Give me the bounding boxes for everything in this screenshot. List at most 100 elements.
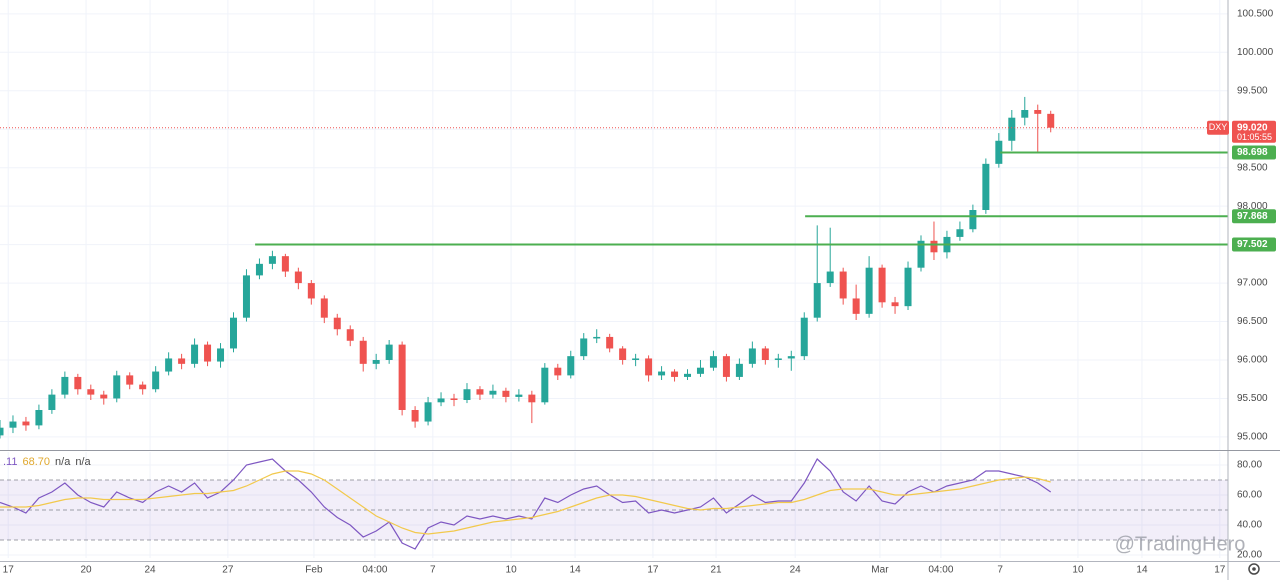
x-tick-label: 04:00 <box>362 565 387 576</box>
y-tick-label: 98.000 <box>1237 201 1268 212</box>
y-tick-label: 96.000 <box>1237 355 1268 366</box>
candle-body <box>307 283 315 299</box>
candle-body <box>969 210 977 230</box>
level-label-box <box>1232 237 1276 252</box>
y-tick-label: 95.500 <box>1237 393 1268 404</box>
level-label: 98.698 <box>1237 147 1268 158</box>
candle-body <box>229 317 237 349</box>
watermark: @TradingHero <box>1115 533 1246 555</box>
candle-body <box>1047 113 1055 128</box>
candle-body <box>684 373 692 377</box>
candle-body <box>904 267 912 307</box>
candle-body <box>0 427 4 436</box>
candle-body <box>1034 110 1042 114</box>
x-tick-label: 10 <box>1072 565 1084 576</box>
candle-body <box>554 367 562 376</box>
indicator-value: n/a <box>55 456 71 468</box>
plot <box>0 96 1228 550</box>
candle-body <box>450 398 458 400</box>
x-tick-label: 7 <box>997 565 1003 576</box>
y2-tick-label: 40.00 <box>1237 520 1262 531</box>
candle-body <box>22 421 30 426</box>
candle-body <box>35 410 43 426</box>
last-price-box <box>1232 120 1276 143</box>
candle-body <box>852 298 860 314</box>
y-tick-label: 98.500 <box>1237 162 1268 173</box>
rsi-line <box>0 458 1052 550</box>
level-label: 97.868 <box>1237 211 1268 222</box>
candle-body <box>9 421 17 428</box>
candle-body <box>956 229 964 237</box>
candle-body <box>463 389 471 400</box>
candle-body <box>294 271 302 284</box>
candle-body <box>826 271 834 284</box>
candle-body <box>878 267 886 303</box>
candle-body <box>722 356 730 377</box>
candle-body <box>333 317 341 330</box>
y2-tick-label: 80.00 <box>1237 460 1262 471</box>
level-label-box <box>1232 145 1276 160</box>
candle-body <box>671 371 679 377</box>
symbol-box <box>1207 120 1229 135</box>
settings-button[interactable] <box>1248 563 1260 575</box>
candle-body <box>204 344 212 362</box>
candle-body <box>165 358 173 372</box>
candle-body <box>152 371 160 390</box>
candle-body <box>398 344 406 410</box>
symbol-label: DXY <box>1209 122 1228 132</box>
x-tick-label: 7 <box>430 565 436 576</box>
x-tick-label: 17 <box>1214 565 1226 576</box>
candle-body <box>87 389 95 395</box>
candle-body <box>437 398 445 403</box>
candle-body <box>100 394 108 399</box>
candle-body <box>217 348 225 362</box>
candle-body <box>735 363 743 377</box>
y-tick-label: 99.500 <box>1237 85 1268 96</box>
y-tick-label: 96.500 <box>1237 316 1268 327</box>
candle-body <box>658 371 666 376</box>
x-tick-label: 20 <box>80 565 92 576</box>
candle-body <box>787 356 795 359</box>
candle-body <box>800 317 808 357</box>
gear-center[interactable] <box>1252 567 1256 571</box>
candle-body <box>528 394 536 403</box>
candle-body <box>995 140 1003 164</box>
candle-body <box>320 298 328 318</box>
x-tick-label: 10 <box>506 565 518 576</box>
candle-body <box>385 344 393 360</box>
candle-body <box>48 394 56 410</box>
candle-body <box>1021 110 1029 118</box>
x-tick-label: 21 <box>710 565 722 576</box>
axes: 17 20 24 27 Feb 04:00 7 10 14 17 21 24 Mar 04:00 7 10 14… <box>3 8 1276 576</box>
candle-body <box>476 389 484 395</box>
candle-body <box>645 358 653 376</box>
candle-body <box>593 336 601 339</box>
candle-body <box>696 367 704 374</box>
candle-body <box>502 390 510 397</box>
candle-body <box>891 302 899 307</box>
level-label-box <box>1232 209 1276 224</box>
candle-body <box>178 358 186 364</box>
candle-body <box>372 360 380 364</box>
candle-body <box>606 336 614 349</box>
x-tick-label: 24 <box>790 565 802 576</box>
indicator-value: n/a <box>75 456 91 468</box>
candle-body <box>1008 117 1016 141</box>
y-tick-label: 100.000 <box>1237 47 1274 58</box>
x-tick-label: Mar <box>871 565 889 576</box>
y2-tick-label: 60.00 <box>1237 490 1262 501</box>
x-tick-label: 04:00 <box>928 565 953 576</box>
candle-body <box>126 375 134 385</box>
candle-body <box>632 358 640 360</box>
x-tick-label: 24 <box>144 565 156 576</box>
candle-body <box>74 376 82 390</box>
x-tick-label: 27 <box>222 565 234 576</box>
gear-icon[interactable] <box>1248 563 1260 575</box>
last-price-label: 99.020 <box>1237 122 1268 133</box>
y-tick-label: 100.500 <box>1237 8 1274 19</box>
candle-body <box>917 240 925 268</box>
candle-body <box>242 275 250 318</box>
level-label: 97.502 <box>1237 239 1268 250</box>
